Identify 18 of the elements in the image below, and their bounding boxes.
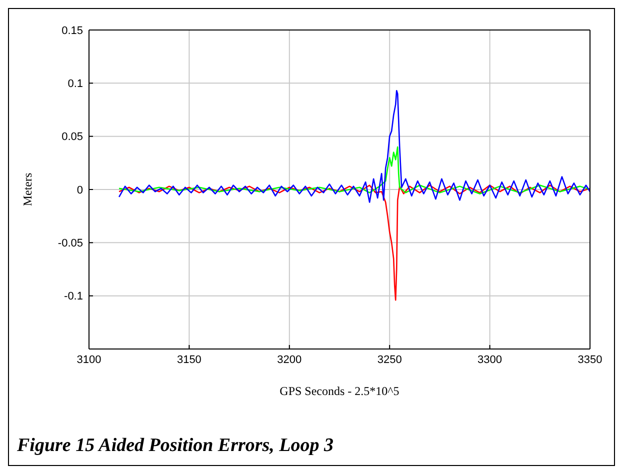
x-tick-label: 3300 <box>478 354 502 366</box>
x-tick-label: 3100 <box>76 354 102 366</box>
x-tick-label: 3350 <box>578 354 602 366</box>
y-tick-label: 0.15 <box>62 24 83 37</box>
y-tick-label: -0.1 <box>64 290 83 303</box>
y-tick-label: -0.05 <box>58 238 83 250</box>
y-axis-title: Meters <box>20 172 34 206</box>
y-tick-label: 0.1 <box>68 78 83 90</box>
y-tick-label: 0.05 <box>62 131 83 144</box>
y-tick-label: 0 <box>76 184 83 196</box>
line-series <box>118 90 590 203</box>
caption: Figure 15 Aided Position Errors, Loop 3 <box>17 435 334 457</box>
line-series <box>118 146 590 194</box>
x-tick-label: 3150 <box>176 354 202 366</box>
x-tick-label: 3250 <box>377 354 402 366</box>
x-tick-label: 3200 <box>277 354 302 366</box>
x-axis-title: GPS Seconds - 2.5*10^5 <box>280 384 400 398</box>
line-series <box>118 184 590 301</box>
